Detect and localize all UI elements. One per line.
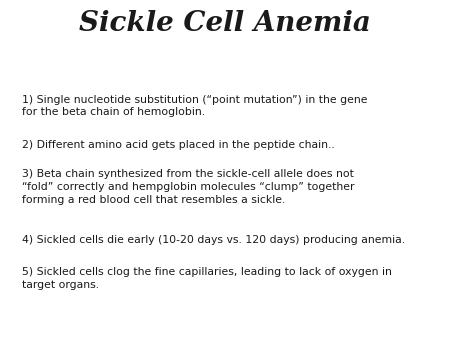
Text: 4) Sickled cells die early (10-20 days vs. 120 days) producing anemia.: 4) Sickled cells die early (10-20 days v… — [22, 235, 405, 245]
Text: Sickle Cell Anemia: Sickle Cell Anemia — [79, 10, 371, 37]
Text: 3) Beta chain synthesized from the sickle-cell allele does not
“fold” correctly : 3) Beta chain synthesized from the sickl… — [22, 169, 355, 204]
Text: 1) Single nucleotide substitution (“point mutation”) in the gene
for the beta ch: 1) Single nucleotide substitution (“poin… — [22, 95, 368, 117]
Text: 2) Different amino acid gets placed in the peptide chain..: 2) Different amino acid gets placed in t… — [22, 140, 335, 150]
Text: 5) Sickled cells clog the fine capillaries, leading to lack of oxygen in
target : 5) Sickled cells clog the fine capillari… — [22, 267, 392, 290]
